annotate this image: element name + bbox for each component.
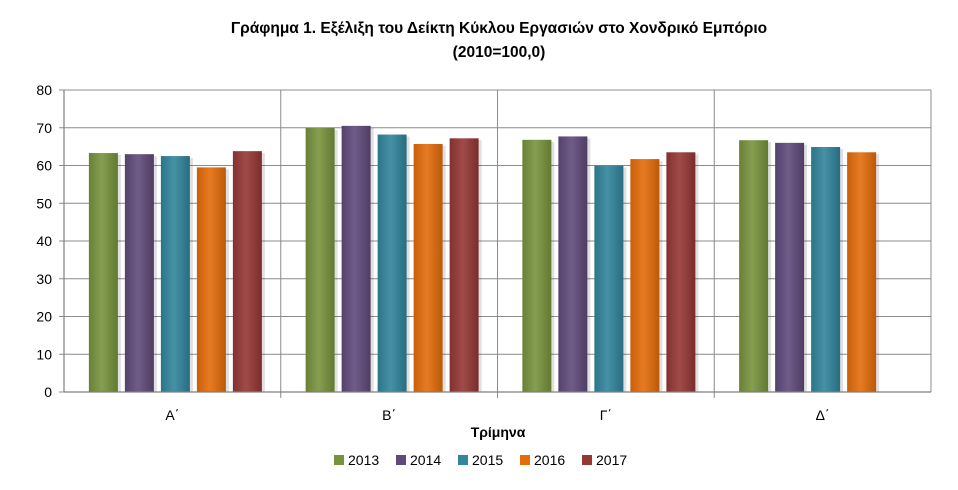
legend-item-2013: 2013: [334, 452, 379, 468]
legend-label: 2017: [596, 452, 627, 468]
legend-item-2016: 2016: [520, 452, 565, 468]
legend-swatch: [582, 455, 592, 465]
legend-label: 2016: [534, 452, 565, 468]
x-tick-label: Γ΄: [600, 407, 612, 423]
bar-2017-1: [232, 151, 262, 392]
bar-2014-4: [775, 142, 805, 392]
bar-2013-2: [305, 127, 335, 392]
x-axis-label: Τρίμηνα: [471, 424, 526, 440]
y-tick-label: 70: [36, 120, 52, 136]
y-tick-labels: 0 10 20 30 40 50 60 70 80: [36, 82, 52, 400]
legend-swatch: [458, 455, 468, 465]
bar-2016-2: [413, 143, 443, 392]
y-tick-label: 80: [36, 82, 52, 98]
bar-2017-2: [449, 138, 479, 392]
bar-2015-4: [811, 147, 841, 392]
chart-title: Γράφημα 1. Εξέλιξη του Δείκτη Κύκλου Εργ…: [231, 20, 767, 37]
y-tick-label: 10: [36, 346, 52, 362]
legend-swatch: [396, 455, 406, 465]
legend-label: 2013: [348, 452, 379, 468]
bar-2013-1: [88, 153, 118, 392]
bar-2016-1: [196, 167, 226, 392]
y-tick-label: 60: [36, 158, 52, 174]
y-tick-label: 0: [44, 384, 52, 400]
legend-label: 2014: [410, 452, 441, 468]
y-tick-label: 30: [36, 271, 52, 287]
y-tick-label: 20: [36, 309, 52, 325]
bar-2015-2: [377, 134, 407, 393]
bar-2014-3: [558, 136, 588, 392]
bar-2017-3: [666, 152, 696, 392]
x-tick-labels: Α΄ Β΄ Γ΄ Δ΄: [165, 407, 829, 423]
bar-2015-1: [160, 156, 190, 392]
x-tick-label: Δ΄: [816, 407, 830, 423]
legend-item-2014: 2014: [396, 452, 441, 468]
x-tick-label: Β΄: [382, 407, 396, 423]
bar-2016-4: [847, 152, 877, 392]
legend-swatch: [520, 455, 530, 465]
bar-2015-3: [594, 165, 624, 392]
x-tick-label: Α΄: [165, 407, 179, 423]
legend-label: 2015: [472, 452, 503, 468]
y-tick-label: 40: [36, 233, 52, 249]
legend-item-2015: 2015: [458, 452, 503, 468]
bar-2014-1: [124, 154, 154, 392]
bar-2013-4: [739, 140, 769, 392]
legend: 2013 2014 2015 2016 2017: [334, 452, 627, 468]
legend-swatch: [334, 455, 344, 465]
bar-2016-3: [630, 159, 660, 392]
chart-subtitle: (2010=100,0): [453, 44, 546, 61]
bar-2013-3: [522, 139, 552, 392]
axes: [63, 90, 931, 393]
bar-2014-2: [341, 125, 371, 393]
y-tick-label: 50: [36, 195, 52, 211]
bars: [88, 125, 880, 393]
legend-item-2017: 2017: [582, 452, 627, 468]
